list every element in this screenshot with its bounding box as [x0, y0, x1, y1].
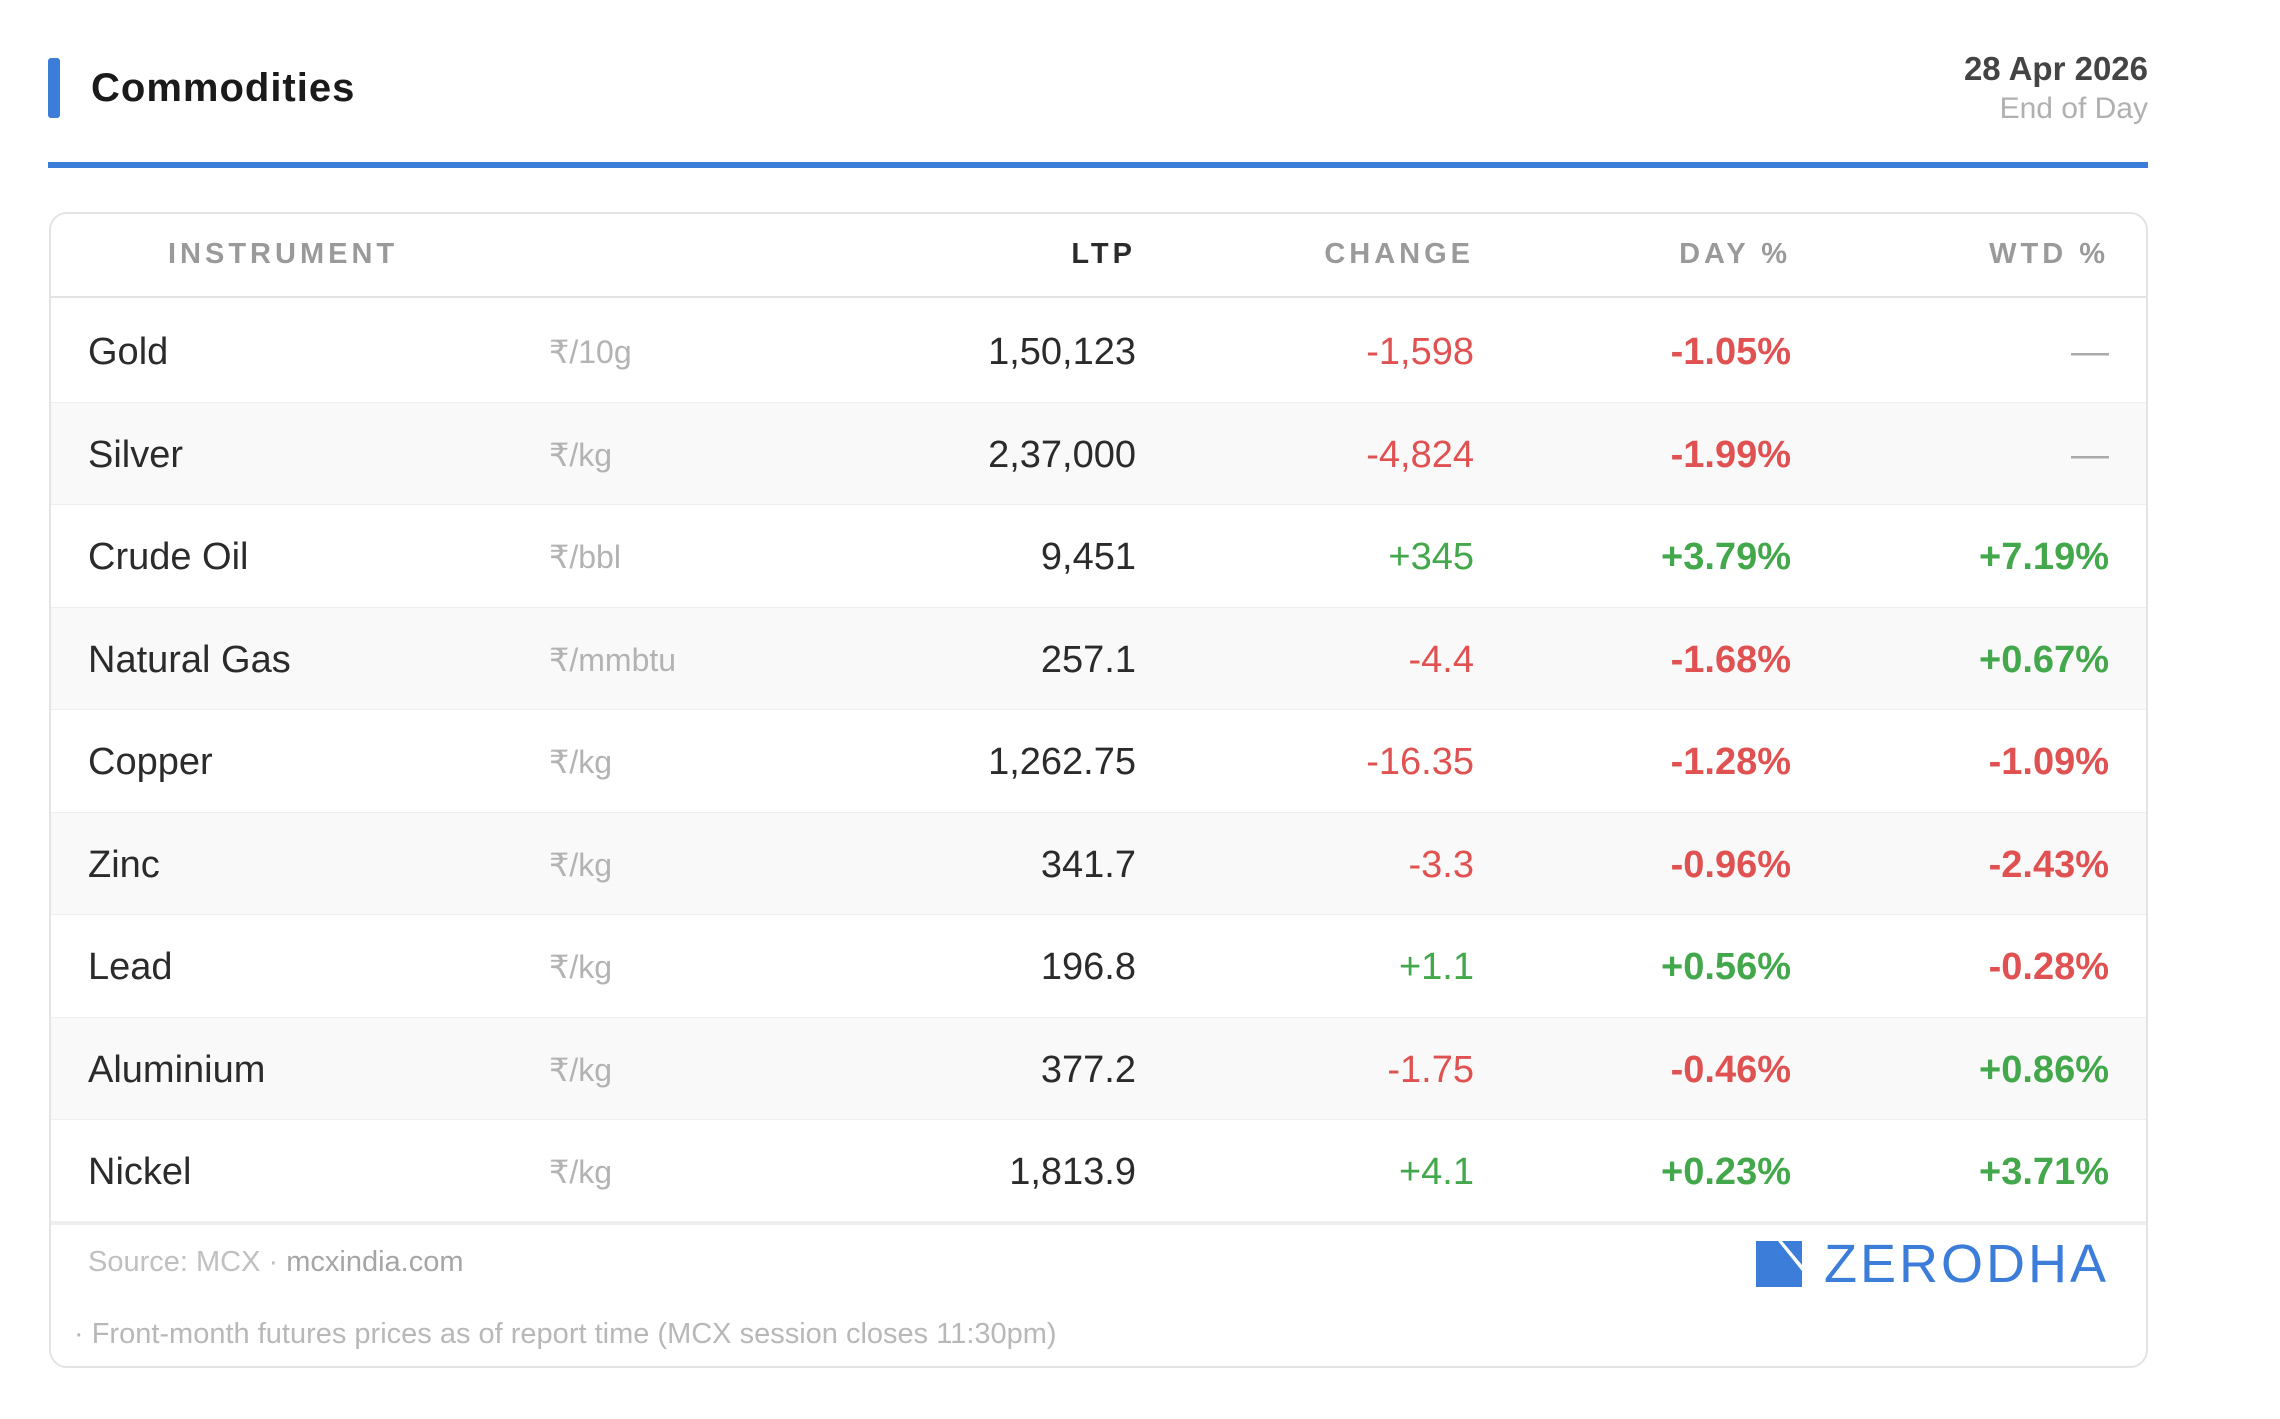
change-value: -4.4: [1408, 638, 1474, 681]
wtd-percent-value: —: [2071, 433, 2109, 476]
table-row[interactable]: Zinc ₹/kg 341.7 -3.3 -0.96% -2.43%: [51, 812, 2146, 915]
wtd-percent-value: +7.19%: [1979, 536, 2109, 578]
wtd-percent-value: -0.28%: [1988, 946, 2109, 988]
instrument-unit: ₹/bbl: [549, 539, 621, 575]
day-percent-value: +3.79%: [1661, 536, 1791, 578]
brand-logo: ZERODHA: [1755, 1234, 2109, 1294]
wtd-percent-value: —: [2071, 331, 2109, 373]
change-value: +345: [1388, 536, 1474, 578]
instrument-unit: ₹/kg: [549, 846, 613, 883]
report-header: Commodities 28 Apr 2026 End of Day: [48, 48, 2148, 170]
brand-name: ZERODHA: [1823, 1234, 2109, 1294]
table-row[interactable]: Gold ₹/10g 1,50,123 -1,598 -1.05% —: [51, 300, 2146, 403]
change-value: -1.75: [1387, 1048, 1474, 1091]
day-percent-value: -1.05%: [1670, 331, 1791, 373]
instrument-unit: ₹/kg: [549, 1154, 613, 1190]
change-value: -1,598: [1366, 331, 1474, 373]
table-row[interactable]: Crude Oil ₹/bbl 9,451 +345 +3.79% +7.19%: [51, 505, 2146, 608]
source-link[interactable]: mcxindia.com: [286, 1246, 464, 1278]
ltp-value: 1,813.9: [1009, 1151, 1136, 1193]
instrument-name: Copper: [88, 741, 213, 783]
instrument-name: Lead: [88, 946, 173, 988]
change-value: -4,824: [1366, 433, 1474, 476]
instrument-unit: ₹/kg: [549, 744, 613, 780]
table-row[interactable]: Nickel ₹/kg 1,813.9 +4.1 +0.23% +3.71%: [51, 1120, 2146, 1223]
ltp-value: 1,50,123: [988, 331, 1136, 373]
report-date: 28 Apr 2026: [1963, 50, 2148, 87]
commodities-table-card: INSTRUMENT LTP CHANGE DAY % WTD % Gold ₹/…: [49, 212, 2148, 1368]
instrument-name: Nickel: [88, 1151, 192, 1193]
day-percent-value: -1.68%: [1670, 638, 1791, 681]
wtd-percent-value: -2.43%: [1988, 843, 2109, 886]
change-value: +4.1: [1398, 1151, 1474, 1193]
instrument-name: Zinc: [88, 843, 160, 886]
footnote: · Front-month futures prices as of repor…: [74, 1318, 1057, 1350]
column-header-wtd-percent[interactable]: WTD %: [1989, 238, 2109, 270]
change-value: -16.35: [1366, 741, 1474, 783]
instrument-unit: ₹/kg: [549, 1051, 613, 1088]
day-percent-value: -1.99%: [1670, 433, 1791, 476]
header-accent-bar: [48, 58, 60, 118]
header-divider: [48, 162, 2148, 168]
instrument-name: Aluminium: [88, 1048, 266, 1091]
instrument-name: Crude Oil: [88, 536, 249, 578]
ltp-value: 196.8: [1040, 946, 1136, 988]
ltp-value: 341.7: [1040, 843, 1136, 886]
instrument-unit: ₹/10g: [549, 334, 632, 370]
zerodha-logo-icon: [1755, 1241, 1802, 1287]
table-body: Gold ₹/10g 1,50,123 -1,598 -1.05% — Silver ₹/kg…: [51, 300, 2146, 1223]
wtd-percent-value: +0.86%: [1979, 1048, 2109, 1091]
change-value: +1.1: [1398, 946, 1474, 988]
source-label: Source: MCX ·: [88, 1246, 287, 1278]
day-percent-value: -0.46%: [1670, 1048, 1791, 1091]
instrument-name: Natural Gas: [88, 638, 291, 681]
wtd-percent-value: +0.67%: [1979, 638, 2109, 681]
ltp-value: 2,37,000: [988, 433, 1136, 476]
day-percent-value: +0.23%: [1661, 1151, 1791, 1193]
column-header-change[interactable]: CHANGE: [1324, 238, 1474, 270]
ltp-value: 377.2: [1040, 1048, 1136, 1091]
column-header-instrument[interactable]: INSTRUMENT: [168, 238, 399, 270]
table-row[interactable]: Silver ₹/kg 2,37,000 -4,824 -1.99% —: [51, 402, 2146, 505]
change-value: -3.3: [1408, 843, 1474, 886]
table-row[interactable]: Lead ₹/kg 196.8 +1.1 +0.56% -0.28%: [51, 915, 2146, 1018]
table-row[interactable]: Copper ₹/kg 1,262.75 -16.35 -1.28% -1.09%: [51, 710, 2146, 813]
instrument-name: Gold: [88, 331, 169, 373]
page-title: Commodities: [91, 66, 356, 110]
table-row[interactable]: Aluminium ₹/kg 377.2 -1.75 -0.46% +0.86%: [51, 1017, 2146, 1120]
instrument-unit: ₹/kg: [549, 949, 613, 985]
instrument-unit: ₹/mmbtu: [549, 641, 677, 678]
day-percent-value: -1.28%: [1670, 741, 1791, 783]
instrument-unit: ₹/kg: [549, 436, 613, 473]
source-text: Source: MCX · mcxindia.com: [88, 1246, 464, 1279]
footer-divider: [51, 1221, 2146, 1225]
table-row[interactable]: Natural Gas ₹/mmbtu 257.1 -4.4 -1.68% +0.67%: [51, 607, 2146, 710]
report-period: End of Day: [1999, 92, 2148, 125]
instrument-name: Silver: [88, 433, 184, 476]
ltp-value: 9,451: [1040, 536, 1136, 578]
ltp-value: 257.1: [1040, 638, 1136, 681]
column-header-ltp[interactable]: LTP: [1071, 238, 1136, 270]
table-header: INSTRUMENT LTP CHANGE DAY % WTD %: [51, 214, 2146, 298]
wtd-percent-value: +3.71%: [1979, 1151, 2109, 1193]
day-percent-value: +0.56%: [1661, 946, 1791, 988]
wtd-percent-value: -1.09%: [1988, 741, 2109, 783]
column-header-day-percent[interactable]: DAY %: [1679, 238, 1791, 270]
day-percent-value: -0.96%: [1670, 843, 1791, 886]
ltp-value: 1,262.75: [988, 741, 1136, 783]
